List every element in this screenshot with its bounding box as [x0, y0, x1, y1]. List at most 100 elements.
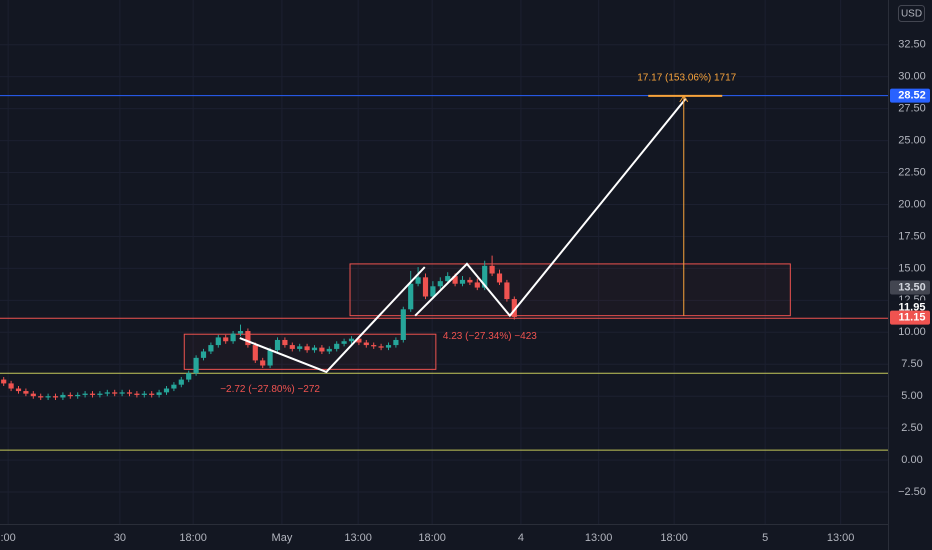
candle-body: [252, 345, 258, 361]
candle-body: [245, 331, 251, 346]
candle-body: [371, 345, 377, 347]
price-badge-label: 28.52: [898, 90, 926, 102]
x-tick-label: 18:00: [660, 532, 688, 544]
candle-body: [230, 333, 236, 342]
x-tick-label: 30: [114, 532, 126, 544]
candle-body: [104, 392, 110, 394]
candle-body: [8, 383, 14, 389]
y-tick-label: 30.00: [898, 71, 926, 83]
candle-body: [237, 331, 244, 334]
candle-body: [171, 384, 177, 389]
candle-body: [38, 396, 44, 398]
candle-body: [319, 347, 325, 352]
y-tick-label: 32.50: [898, 39, 926, 51]
rectangle-drawing: [183, 333, 437, 370]
candle-body: [504, 282, 510, 300]
candle-body: [89, 393, 96, 395]
candle-body: [437, 281, 443, 287]
trend-line: [239, 266, 426, 374]
y-tick-label: 5.00: [901, 390, 922, 402]
candle-body: [97, 393, 103, 395]
candle-body: [267, 350, 273, 366]
price-badge: [890, 280, 930, 295]
candle-body: [52, 396, 59, 398]
x-tick-label: May: [272, 532, 293, 544]
candle-body: [496, 273, 503, 283]
measure-arrow: [679, 94, 689, 103]
candle-body: [163, 388, 170, 393]
candle-body: [200, 351, 207, 358]
candle-body: [356, 338, 362, 343]
candle-body: [511, 299, 517, 317]
rectangle-drawing: [349, 263, 791, 317]
candle-body: [141, 393, 147, 395]
candle-body: [482, 265, 488, 288]
candle-body: [1, 379, 7, 384]
candle-body: [45, 396, 51, 398]
candle-body: [126, 392, 133, 394]
y-tick-label: 25.00: [898, 134, 926, 146]
candle-body: [30, 393, 36, 397]
x-tick-label: 13:00: [344, 532, 372, 544]
x-tick-label: :00: [0, 532, 15, 544]
candle-body: [474, 282, 480, 288]
candle-body: [75, 394, 81, 397]
candle-body: [393, 339, 399, 346]
candle-body: [489, 265, 495, 274]
candle-body: [348, 338, 355, 342]
candle-body: [67, 394, 73, 397]
candle-body: [304, 346, 310, 351]
candle-body: [385, 345, 392, 348]
candle-body: [363, 342, 369, 346]
candle-body: [60, 394, 66, 398]
candle-body: [15, 388, 22, 392]
measure-label: 4.23 (−27.34%) −423: [443, 331, 537, 342]
candle-body: [408, 283, 414, 310]
candle-body: [415, 277, 421, 284]
candle-body: [193, 357, 199, 374]
y-tick-label: −2.50: [898, 486, 926, 498]
x-tick-label: 13:00: [827, 532, 855, 544]
candle-body: [156, 392, 162, 395]
x-tick-label: 5: [762, 532, 768, 544]
candle-body: [178, 379, 184, 385]
candle-body: [400, 309, 406, 340]
candle-body: [274, 339, 281, 351]
x-tick-label: 18:00: [179, 532, 207, 544]
y-tick-label: 2.50: [901, 422, 922, 434]
candle-body: [297, 346, 303, 349]
y-tick-label: 17.50: [898, 230, 926, 242]
y-tick-label: 15.00: [898, 262, 926, 274]
candle-body: [311, 347, 318, 351]
candle-body: [282, 339, 288, 346]
candle-body: [112, 392, 118, 394]
candle-body: [341, 341, 347, 344]
candle-body: [23, 391, 29, 394]
candle-body: [467, 279, 473, 283]
price-badge-label: 13.50: [898, 281, 926, 293]
currency: USD: [901, 9, 922, 20]
candle-body: [289, 345, 295, 349]
y-tick-label: 20.00: [898, 198, 926, 210]
y-tick-label: 27.50: [898, 103, 926, 115]
candle-body: [459, 279, 466, 284]
y-tick-label: 0.00: [901, 454, 922, 466]
candle-body: [260, 360, 266, 366]
x-tick-label: 18:00: [418, 532, 446, 544]
price-badge: [890, 310, 930, 325]
candle-body: [134, 393, 140, 395]
price-badge-label: 11.95: [899, 301, 926, 313]
candle-body: [334, 343, 340, 349]
candle-body: [326, 348, 332, 352]
candle-body: [82, 393, 88, 395]
y-tick-label: 7.50: [901, 358, 922, 370]
candle-body: [422, 277, 429, 297]
candle-body: [378, 346, 384, 348]
measure-label: 17.17 (153.06%) 1717: [637, 73, 736, 84]
currency-box[interactable]: [898, 5, 925, 22]
y-tick-label: 22.50: [898, 166, 926, 178]
price-badge: [890, 88, 930, 103]
candle-body: [149, 393, 155, 395]
